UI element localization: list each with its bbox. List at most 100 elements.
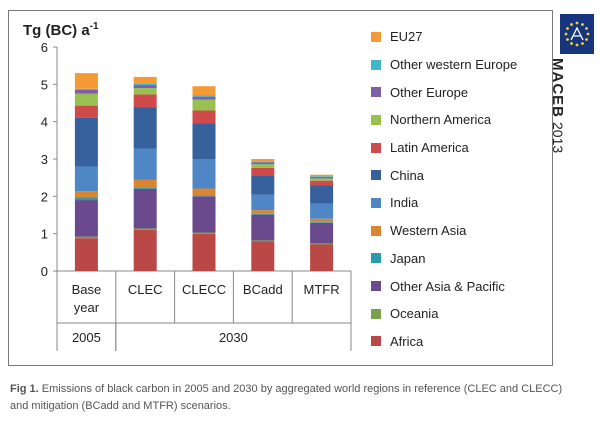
- legend-item-other-asia-and-pacific: Other Asia & Pacific: [371, 272, 517, 300]
- legend-item-northern-america: Northern America: [371, 106, 517, 134]
- bar-mtfr-japan: [310, 222, 334, 223]
- bar-bcadd-oceania: [251, 240, 275, 242]
- bar-base-year-other-asia-and-pacific: [74, 200, 98, 237]
- legend-swatch: [371, 170, 381, 181]
- legend-label: Other Asia & Pacific: [390, 278, 505, 294]
- bar-base-year-japan: [74, 197, 98, 201]
- bar-clecc-oceania: [192, 232, 216, 235]
- legend-item-india: India: [371, 189, 517, 217]
- legend-item-western-asia: Western Asia: [371, 217, 517, 245]
- bar-clecc-other-asia-and-pacific: [192, 196, 216, 233]
- bar-bcadd-india: [251, 194, 275, 211]
- legend-label: Other Europe: [390, 84, 469, 100]
- legend-item-oceania: Oceania: [371, 300, 517, 328]
- legend-swatch: [371, 336, 381, 347]
- bar-base-year-northern-america: [74, 93, 98, 106]
- x-tick-label-clecc: CLECC: [182, 282, 226, 297]
- legend-label: Western Asia: [390, 223, 467, 239]
- bar-bcadd-africa: [251, 241, 275, 271]
- legend-swatch: [371, 31, 381, 42]
- bar-mtfr-latin-america: [310, 180, 334, 186]
- legend-swatch: [371, 197, 381, 208]
- bar-clec-western-asia: [133, 179, 157, 188]
- x-tick-label-base-year-line1: Base: [72, 282, 102, 297]
- bar-clecc-china: [192, 123, 216, 159]
- bar-mtfr-africa: [310, 244, 334, 271]
- bar-clec-other-western-europe: [133, 83, 157, 86]
- bar-clec-latin-america: [133, 94, 157, 108]
- bar-mtfr-india: [310, 203, 334, 219]
- bar-mtfr-oceania: [310, 243, 334, 245]
- legend-swatch: [371, 59, 381, 70]
- emblem-star: [586, 32, 590, 36]
- emblem-figure: [570, 26, 584, 41]
- bar-clecc-japan: [192, 195, 216, 197]
- emblem-star: [564, 32, 568, 36]
- bar-clec-india: [133, 148, 157, 180]
- bar-mtfr-china: [310, 185, 334, 204]
- emblem-star: [570, 42, 573, 45]
- bar-bcadd-northern-america: [251, 164, 275, 168]
- emblem-star: [581, 23, 584, 26]
- bar-clecc-africa: [192, 234, 216, 271]
- bar-clec-eu27: [133, 76, 157, 84]
- bar-base-year-other-europe: [74, 89, 98, 94]
- bar-bcadd-other-asia-and-pacific: [251, 214, 275, 241]
- emblem-star: [575, 43, 579, 47]
- bar-bcadd-japan: [251, 213, 275, 215]
- chart-legend: EU27 Other western Europe Other Europe Nort…: [371, 23, 517, 355]
- legend-item-eu27: EU27: [371, 23, 517, 51]
- y-tick-label-5: 5: [41, 77, 48, 92]
- y-tick-label-6: 6: [41, 40, 48, 55]
- legend-swatch: [371, 87, 381, 98]
- legend-item-other-europe: Other Europe: [371, 78, 517, 106]
- bar-clec-china: [133, 107, 157, 149]
- x-tick-label-bcadd: BCadd: [243, 282, 283, 297]
- bar-clec-other-asia-and-pacific: [133, 188, 157, 229]
- legend-item-china: China: [371, 161, 517, 189]
- brand-year: 2013: [550, 122, 566, 154]
- legend-swatch: [371, 253, 381, 264]
- bar-bcadd-latin-america: [251, 167, 275, 176]
- legend-label: India: [390, 195, 419, 211]
- bar-clec-northern-america: [133, 88, 157, 95]
- legend-swatch: [371, 225, 381, 236]
- y-tick-label-3: 3: [41, 152, 48, 167]
- bar-bcadd-western-asia: [251, 210, 275, 214]
- legend-label: Japan: [390, 250, 426, 266]
- bar-clecc-india: [192, 159, 216, 189]
- bar-clec-japan: [133, 187, 157, 189]
- bar-clecc-latin-america: [192, 110, 216, 124]
- bar-base-year-eu27: [74, 73, 98, 89]
- bar-mtfr-other-western-europe: [310, 176, 334, 177]
- bar-base-year-latin-america: [74, 105, 98, 118]
- bar-clecc-western-asia: [192, 188, 216, 196]
- bar-mtfr-other-europe: [310, 176, 334, 179]
- emblem-star: [585, 38, 588, 41]
- x-tick-label-clec: CLEC: [128, 282, 163, 297]
- eu-flag-icon: [560, 14, 594, 54]
- bar-base-year-other-western-europe: [74, 88, 98, 90]
- bar-bcadd-china: [251, 175, 275, 195]
- y-tick-label-2: 2: [41, 189, 48, 204]
- y-tick-label-4: 4: [41, 115, 48, 130]
- bar-base-year-western-asia: [74, 191, 98, 198]
- emblem-star: [585, 27, 588, 30]
- bar-mtfr-other-asia-and-pacific: [310, 222, 334, 244]
- bar-base-year-china: [74, 117, 98, 167]
- legend-label: Latin America: [390, 140, 469, 156]
- group-label-2030: 2030: [219, 330, 248, 345]
- bar-bcadd-eu27: [251, 159, 275, 162]
- figure-caption: Fig 1. Emissions of black carbon in 2005…: [10, 381, 570, 415]
- bar-mtfr-eu27: [310, 174, 334, 177]
- figure-frame: Tg (BC) a-1 0 1 2 3 4 5 6 Base year CLEC CLECC BCadd…: [8, 10, 553, 366]
- legend-label: EU27: [390, 29, 423, 45]
- bar-clecc-other-europe: [192, 96, 216, 100]
- x-tick-label-mtfr: MTFR: [304, 282, 340, 297]
- legend-label: Northern America: [390, 112, 492, 128]
- y-axis-title: Tg (BC) a-1: [23, 21, 99, 39]
- bar-clec-oceania: [133, 228, 157, 230]
- y-tick-label-0: 0: [41, 264, 48, 279]
- bar-clecc-eu27: [192, 86, 216, 96]
- legend-swatch: [371, 308, 381, 319]
